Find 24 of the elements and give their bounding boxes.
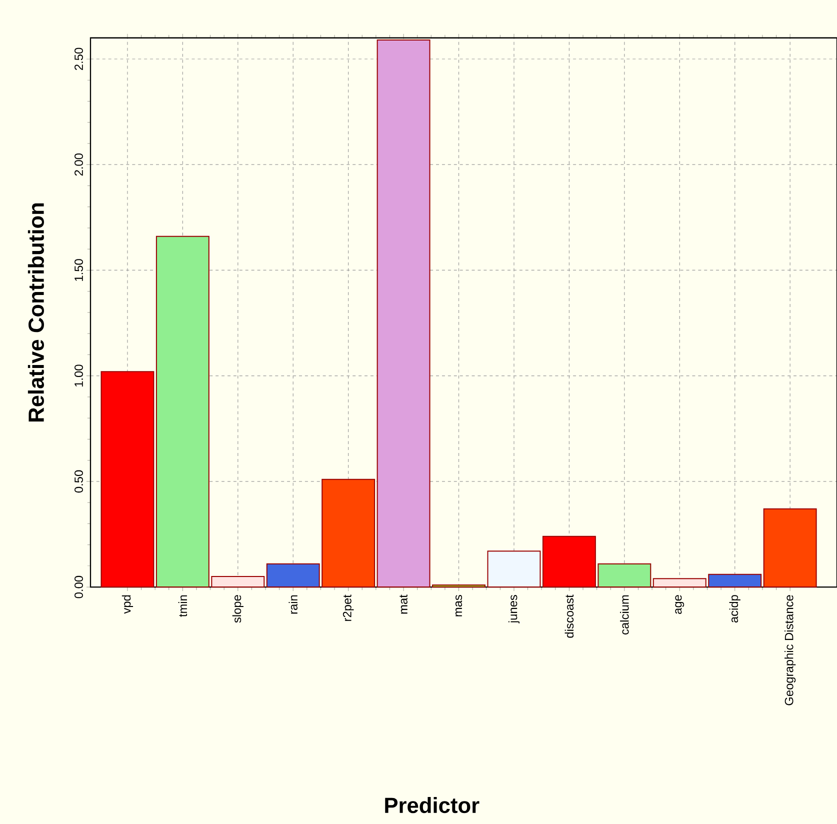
x-tick-label: acidp — [729, 594, 740, 622]
x-tick-label: discoast — [564, 594, 574, 638]
x-tick-label: slope — [232, 594, 244, 623]
x-tick-label: age — [675, 594, 684, 614]
x-tick-label: vpd — [122, 595, 134, 614]
x-tick-label: tmin — [178, 595, 188, 617]
y-tick-label: 1.50 — [74, 258, 83, 281]
y-tick-label: 0.50 — [74, 470, 83, 492]
bar — [487, 550, 541, 588]
x-tick-label: mas — [456, 594, 462, 616]
bar — [763, 508, 817, 588]
x-axis-title: Predictor — [385, 796, 480, 813]
y-tick-label: 2.50 — [74, 48, 83, 70]
bar — [100, 370, 154, 588]
x-tick-label: r2pet — [342, 594, 354, 621]
x-tick-label: junes — [508, 594, 520, 624]
x-tick-label: Geographic Distance — [784, 594, 796, 706]
x-tick-label: calcium — [620, 595, 629, 634]
y-axis-title: Relative Contribution — [28, 203, 44, 422]
y-tick-label: 1.00 — [74, 364, 83, 386]
y-tick-label: 2.00 — [74, 153, 83, 176]
x-tick-label: rain — [288, 595, 298, 614]
x-tick-label: mat — [400, 594, 408, 614]
y-tick-label: 0.00 — [74, 576, 83, 598]
